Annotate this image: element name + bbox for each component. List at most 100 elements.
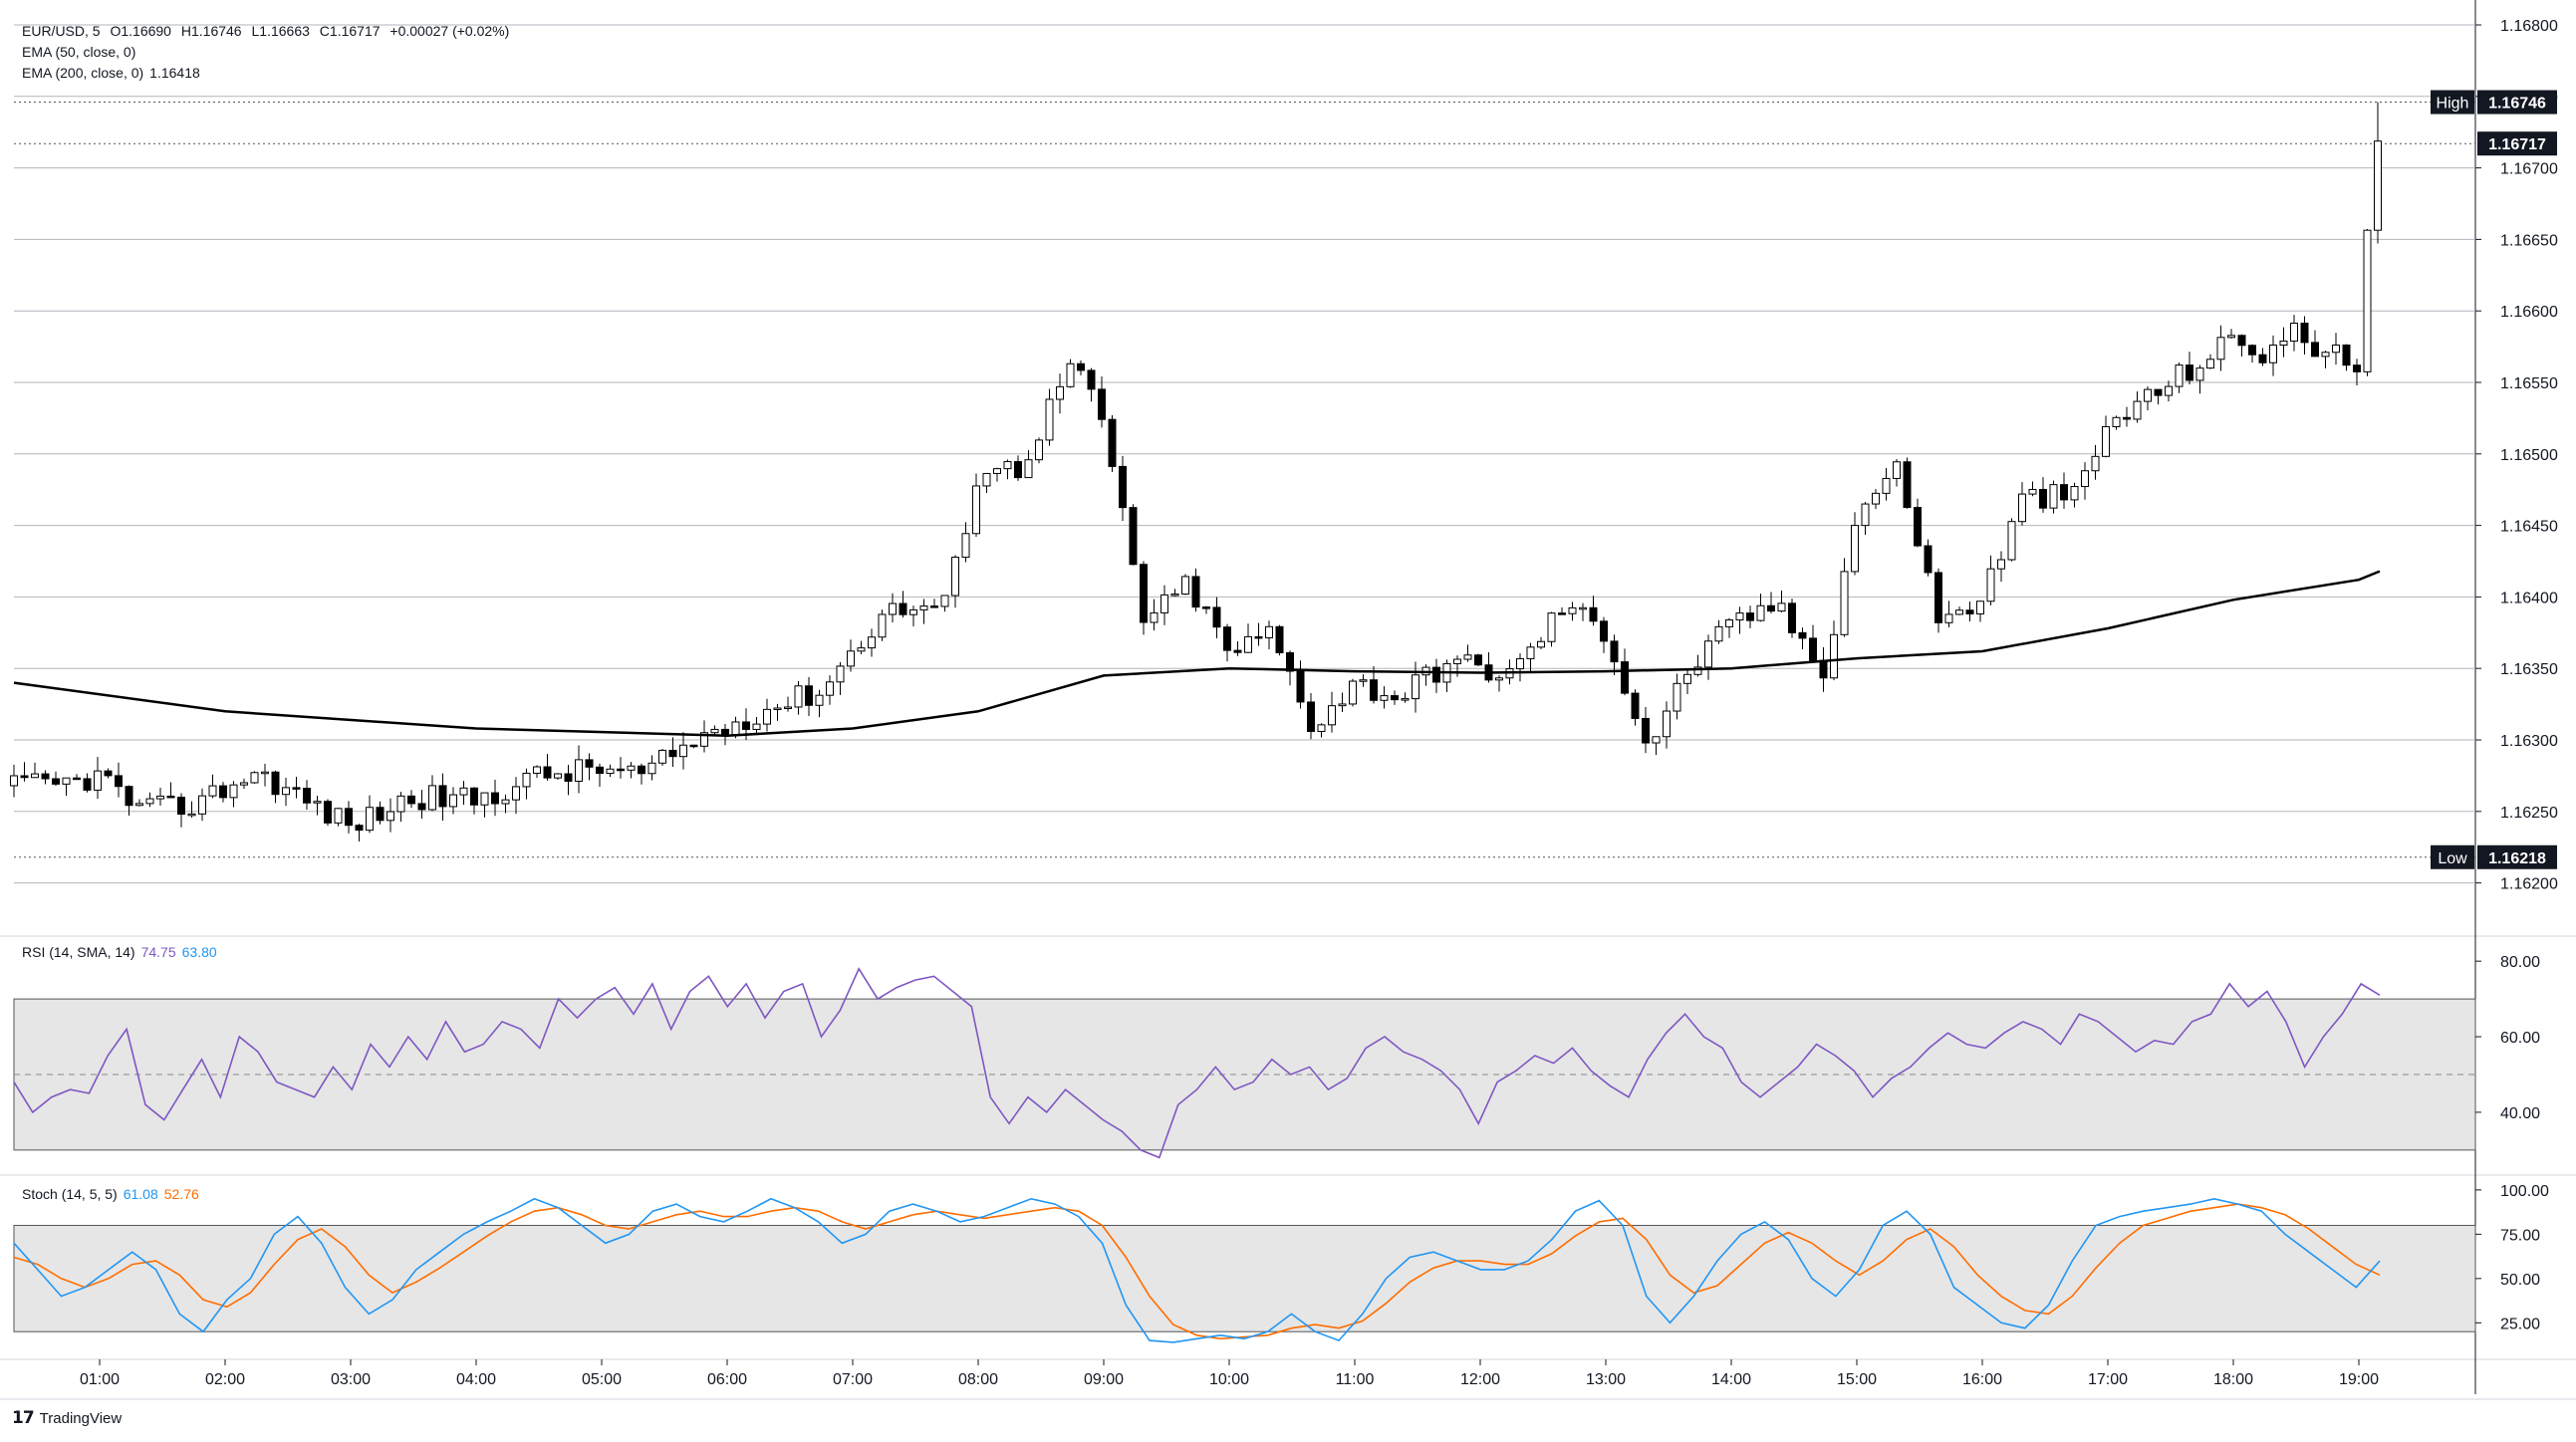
candle-down: [1558, 612, 1566, 615]
candle-up: [919, 605, 928, 610]
candle-down: [1014, 461, 1022, 479]
candle-down: [324, 801, 332, 824]
candle-up: [1830, 633, 1838, 679]
candle-down: [2237, 335, 2246, 347]
legend-symbol[interactable]: EUR/USD, 5: [22, 23, 101, 39]
candle-up: [1526, 646, 1535, 659]
candle-up: [1045, 398, 1054, 441]
candle-down: [2039, 488, 2047, 509]
candle-down: [1610, 640, 1619, 663]
candle-up: [627, 765, 636, 771]
candle-up: [773, 707, 782, 711]
grid-layer: [0, 0, 2576, 1400]
rsi-legend[interactable]: RSI (14, SMA, 14) 74.75 63.80: [22, 942, 223, 963]
candle-down: [1767, 604, 1775, 612]
candle-down: [491, 792, 499, 805]
candle-down: [115, 775, 123, 788]
candle-down: [1223, 626, 1231, 651]
candle-up: [1547, 612, 1556, 642]
candle-up: [2070, 486, 2079, 501]
candle-down: [41, 773, 50, 780]
candle-up: [1349, 680, 1357, 705]
legend-h-label: H: [180, 23, 191, 39]
candle-down: [805, 685, 813, 706]
legend-l-label: L: [251, 23, 260, 39]
legend-ema50-line[interactable]: EMA (50, close, 0): [22, 42, 515, 63]
candle-up: [710, 728, 719, 734]
tradingview-brand[interactable]: 𝟭𝟳 TradingView: [12, 1408, 122, 1428]
candle-down: [52, 778, 60, 785]
candle-down: [2154, 388, 2163, 396]
candle-down: [1589, 606, 1598, 622]
time-tick-label: 15:00: [1837, 1371, 1877, 1388]
candle-up: [1170, 594, 1179, 597]
candle-up: [2290, 323, 2298, 343]
candle-up: [1944, 613, 1953, 623]
candle-up: [647, 762, 656, 775]
candle-down: [2258, 354, 2267, 363]
candle-up: [784, 706, 792, 709]
candle-down: [1924, 545, 1932, 574]
candle-up: [1024, 459, 1033, 479]
candle-up: [428, 785, 436, 811]
price-tick-label: 1.16200: [2500, 876, 2558, 893]
candle-up: [2332, 344, 2340, 354]
legend-close: 1.16717: [329, 23, 381, 39]
candle-up: [1777, 602, 1786, 612]
candle-up: [1725, 618, 1733, 627]
candle-up: [396, 795, 405, 813]
candle-up: [731, 721, 740, 736]
candle-down: [1087, 369, 1096, 390]
candle-down: [564, 773, 573, 782]
candle-up: [951, 556, 959, 597]
candle-up: [198, 795, 206, 815]
candle-up: [1516, 657, 1524, 670]
time-tick-label: 17:00: [2088, 1371, 2128, 1388]
candle-up: [1328, 705, 1336, 726]
candle-down: [1474, 654, 1482, 666]
candle-up: [2321, 352, 2330, 358]
legend-c-label: C: [319, 23, 330, 39]
candle-up: [1976, 601, 1984, 614]
candle-up: [794, 685, 803, 708]
time-tick-label: 04:00: [456, 1371, 496, 1388]
candle-up: [1882, 477, 1891, 494]
stoch-pane: [13, 1197, 2476, 1343]
candle-up: [2363, 229, 2372, 372]
candle-down: [470, 787, 478, 806]
candle-up: [909, 608, 917, 615]
candle-up: [1495, 677, 1503, 681]
time-tick-label: 14:00: [1711, 1371, 1751, 1388]
candle-up: [1986, 568, 1995, 602]
candle-down: [1600, 620, 1608, 642]
legend-ema200-line[interactable]: EMA (200, close, 0) 1.16418: [22, 63, 515, 84]
price-tick-label: 1.16700: [2500, 161, 2558, 178]
stoch-tick-label: 100.00: [2500, 1183, 2549, 1200]
candle-up: [1568, 606, 1577, 614]
tradingview-logo-icon: 𝟭𝟳: [12, 1408, 35, 1427]
candle-up: [1683, 673, 1691, 684]
candle-down: [1914, 507, 1922, 547]
candle-down: [1119, 465, 1127, 509]
rsi-tick-label: 40.00: [2500, 1105, 2540, 1122]
candle-down: [292, 787, 301, 790]
time-tick-label: 02:00: [205, 1371, 245, 1388]
candle-up: [2049, 484, 2058, 509]
candle-up: [1955, 609, 1963, 615]
candle-up: [1380, 695, 1389, 701]
candle-up: [459, 787, 468, 796]
candle-down: [1746, 612, 1754, 621]
candle-up: [993, 468, 1001, 474]
candle-down: [1391, 695, 1399, 701]
candle-down: [125, 786, 133, 807]
stoch-legend[interactable]: Stoch (14, 5, 5) 61.08 52.76: [22, 1184, 205, 1205]
candle-up: [826, 681, 834, 696]
candle-down: [355, 825, 364, 832]
candle-up: [1453, 658, 1461, 664]
candle-down: [1432, 666, 1440, 683]
time-tick-label: 01:00: [80, 1371, 120, 1388]
rsi-legend-sma: 63.80: [181, 944, 217, 960]
candle-up: [2018, 493, 2026, 523]
legend-ema200-label: EMA (200, close, 0): [22, 65, 144, 81]
